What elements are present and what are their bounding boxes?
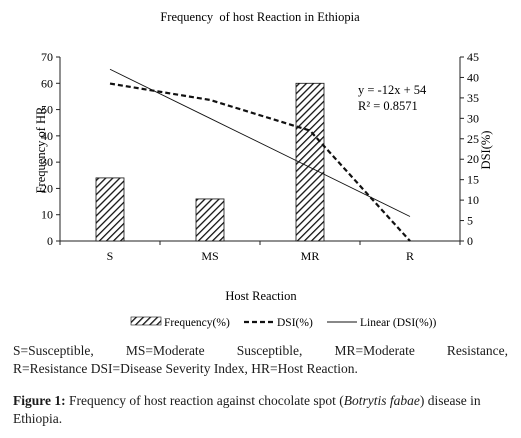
- legend-swatch-frequency: [130, 316, 162, 326]
- legend: Frequency(%) DSI(%) Linear (DSI(%)): [130, 316, 436, 329]
- abbreviation-line-2: R=Resistance DSI=Disease Severity Index,…: [13, 361, 358, 376]
- chart-title: Frequency of host Reaction in Ethiopia: [160, 10, 360, 24]
- y-axis-label-left: Frequency of HR: [34, 106, 48, 193]
- bar: [195, 198, 225, 242]
- y-tick-label-right: 40: [467, 70, 479, 84]
- y-tick-label-left: 50: [41, 103, 53, 117]
- bar: [295, 82, 325, 242]
- line-group: [109, 68, 411, 242]
- x-tick-label: MS: [201, 249, 218, 263]
- legend-label-dsi: DSI(%): [277, 317, 313, 329]
- y-tick-label-left: 60: [41, 76, 53, 90]
- figure-caption-text-2: ) disease in Ethiopia.: [13, 393, 481, 426]
- figure-label: Figure 1:: [13, 393, 66, 408]
- y-axis-label-right: DSI(%): [479, 131, 493, 170]
- chart-axes: [56, 56, 464, 245]
- y-tick-label-left: 40: [41, 129, 53, 143]
- y-tick-label-right: 10: [467, 193, 479, 207]
- y-tick-label-left: 0: [47, 234, 53, 248]
- y-tick-label-right: 30: [467, 111, 479, 125]
- chart: Frequency of host Reaction in Ethiopia 0…: [34, 10, 493, 329]
- trend-line: [109, 68, 411, 217]
- abbreviation-line-1: S=Susceptible, MS=Moderate Susceptible, …: [13, 343, 508, 358]
- y-tick-label-right: 25: [467, 132, 479, 146]
- x-tick-label: R: [406, 249, 414, 263]
- x-tick-label: MR: [301, 249, 320, 263]
- y-tick-label-left: 30: [41, 155, 53, 169]
- y-tick-label-right: 5: [467, 214, 473, 228]
- y-tick-label-right: 20: [467, 152, 479, 166]
- x-axis-label: Host Reaction: [225, 289, 297, 303]
- figure-caption: Figure 1: Frequency of host reaction aga…: [13, 392, 508, 428]
- y-tick-label-right: 0: [467, 234, 473, 248]
- y-tick-label-right: 45: [467, 50, 479, 64]
- y-tick-label-left: 20: [41, 181, 53, 195]
- bar: [95, 177, 125, 242]
- tick-labels: 0 10 20 30 40 50 60 70 0 5 10 15 20 25 30 35 40 45 S MS MR R: [41, 50, 479, 263]
- dsi-line: [109, 82, 411, 242]
- y-tick-label-left: 70: [41, 50, 53, 64]
- figure-caption-text-1: Frequency of host reaction against choco…: [65, 393, 344, 408]
- y-tick-label-right: 15: [467, 173, 479, 187]
- y-tick-label-left: 10: [41, 208, 53, 222]
- trendline-equation: y = -12x + 54: [358, 83, 427, 97]
- figure-caption-species: Botrytis fabae: [343, 393, 420, 408]
- legend-label-frequency: Frequency(%): [164, 317, 230, 329]
- y-tick-label-right: 35: [467, 91, 479, 105]
- trendline-r-squared: R² = 0.8571: [358, 99, 418, 113]
- x-tick-label: S: [107, 249, 114, 263]
- bar-group: [95, 82, 325, 242]
- abbreviation-note: S=Susceptible, MS=Moderate Susceptible, …: [13, 342, 508, 378]
- legend-label-linear: Linear (DSI(%)): [360, 317, 436, 329]
